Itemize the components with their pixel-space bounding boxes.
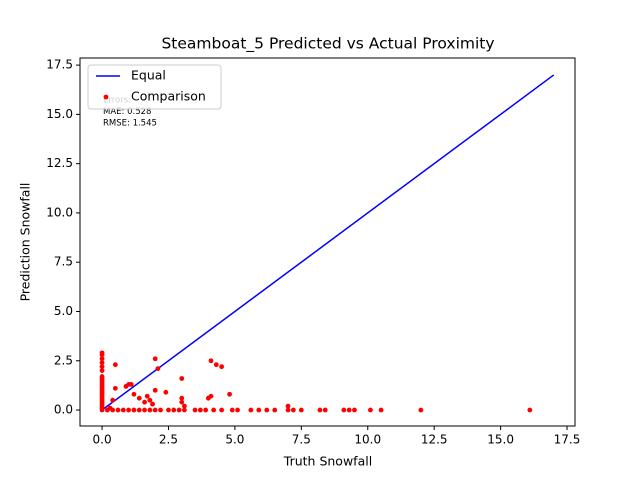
legend-label: Equal <box>131 68 166 83</box>
point <box>142 407 147 413</box>
annotation: RMSE: 1.545 <box>103 119 157 129</box>
legend-label: Comparison <box>131 89 206 104</box>
point <box>147 407 153 413</box>
y-tick-label: 15.0 <box>46 107 73 121</box>
point <box>352 407 357 413</box>
point <box>182 403 187 409</box>
x-tick-label: 5.0 <box>225 433 244 447</box>
point <box>163 389 169 395</box>
point <box>229 407 235 413</box>
point <box>208 393 214 399</box>
point <box>110 407 116 413</box>
point <box>285 407 291 413</box>
point <box>418 407 424 413</box>
point <box>115 407 121 413</box>
point <box>152 387 158 393</box>
point <box>150 401 155 407</box>
point <box>227 391 232 397</box>
point <box>152 407 158 413</box>
y-tick-label: 17.5 <box>46 58 73 72</box>
point <box>179 395 185 401</box>
point <box>208 358 214 364</box>
annotation: MAE: 0.528 <box>103 107 151 117</box>
point <box>256 407 262 413</box>
y-tick-label: 10.0 <box>46 205 73 219</box>
point <box>144 393 150 399</box>
point <box>378 407 384 413</box>
x-axis-label: Truth Snowfall <box>283 454 372 469</box>
point <box>197 407 203 413</box>
point <box>285 403 291 409</box>
point <box>99 364 105 370</box>
legend-box <box>87 64 222 110</box>
x-tick-label: 17.5 <box>554 433 581 447</box>
point <box>152 356 158 362</box>
y-tick-label: 5.0 <box>54 304 73 318</box>
y-tick-label: 2.5 <box>54 353 73 367</box>
point <box>203 407 209 413</box>
point <box>136 395 142 401</box>
point <box>120 407 126 413</box>
point <box>317 407 323 413</box>
point <box>99 356 105 362</box>
point <box>99 360 105 366</box>
x-tick-label: 0.0 <box>93 433 112 447</box>
y-tick-label: 12.5 <box>46 156 73 170</box>
line <box>101 74 555 411</box>
point <box>142 399 147 405</box>
y-tick-label: 7.5 <box>54 255 73 269</box>
point <box>110 397 116 403</box>
point <box>99 368 105 374</box>
chart-title: Steamboat_5 Predicted vs Actual Proximit… <box>161 35 494 54</box>
x-tick-label: 7.5 <box>292 433 311 447</box>
point <box>182 407 187 413</box>
point <box>248 407 254 413</box>
point <box>155 366 161 372</box>
point <box>99 374 105 379</box>
point <box>126 407 132 413</box>
point <box>341 407 347 413</box>
point <box>176 407 182 413</box>
point <box>158 407 163 413</box>
point <box>213 362 219 368</box>
point <box>131 407 137 413</box>
x-tick-label: 2.5 <box>159 433 178 447</box>
point <box>272 407 278 413</box>
legend-swatch <box>103 94 109 100</box>
point <box>346 407 352 413</box>
point <box>211 407 217 413</box>
y-axis-label: Prediction Snowfall <box>18 183 33 302</box>
point <box>171 407 177 413</box>
point <box>219 364 225 370</box>
point <box>192 407 198 413</box>
point <box>112 362 118 368</box>
x-tick-label: 12.5 <box>421 433 448 447</box>
point <box>219 407 225 413</box>
point <box>368 407 373 413</box>
x-tick-label: 10.0 <box>354 433 381 447</box>
point <box>322 407 328 413</box>
point <box>179 399 185 405</box>
point <box>290 407 296 413</box>
point <box>112 385 118 391</box>
point <box>527 407 533 413</box>
point <box>166 407 171 413</box>
point <box>136 407 142 413</box>
x-tick-label: 15.0 <box>487 433 514 447</box>
point <box>131 391 137 397</box>
point <box>235 407 240 413</box>
axes-frame <box>79 57 576 427</box>
point <box>128 382 134 387</box>
point <box>179 376 185 381</box>
point <box>264 407 270 413</box>
point <box>104 407 110 413</box>
y-tick-label: 0.0 <box>54 403 73 417</box>
point <box>298 407 304 413</box>
point <box>147 397 153 403</box>
point <box>99 350 105 356</box>
